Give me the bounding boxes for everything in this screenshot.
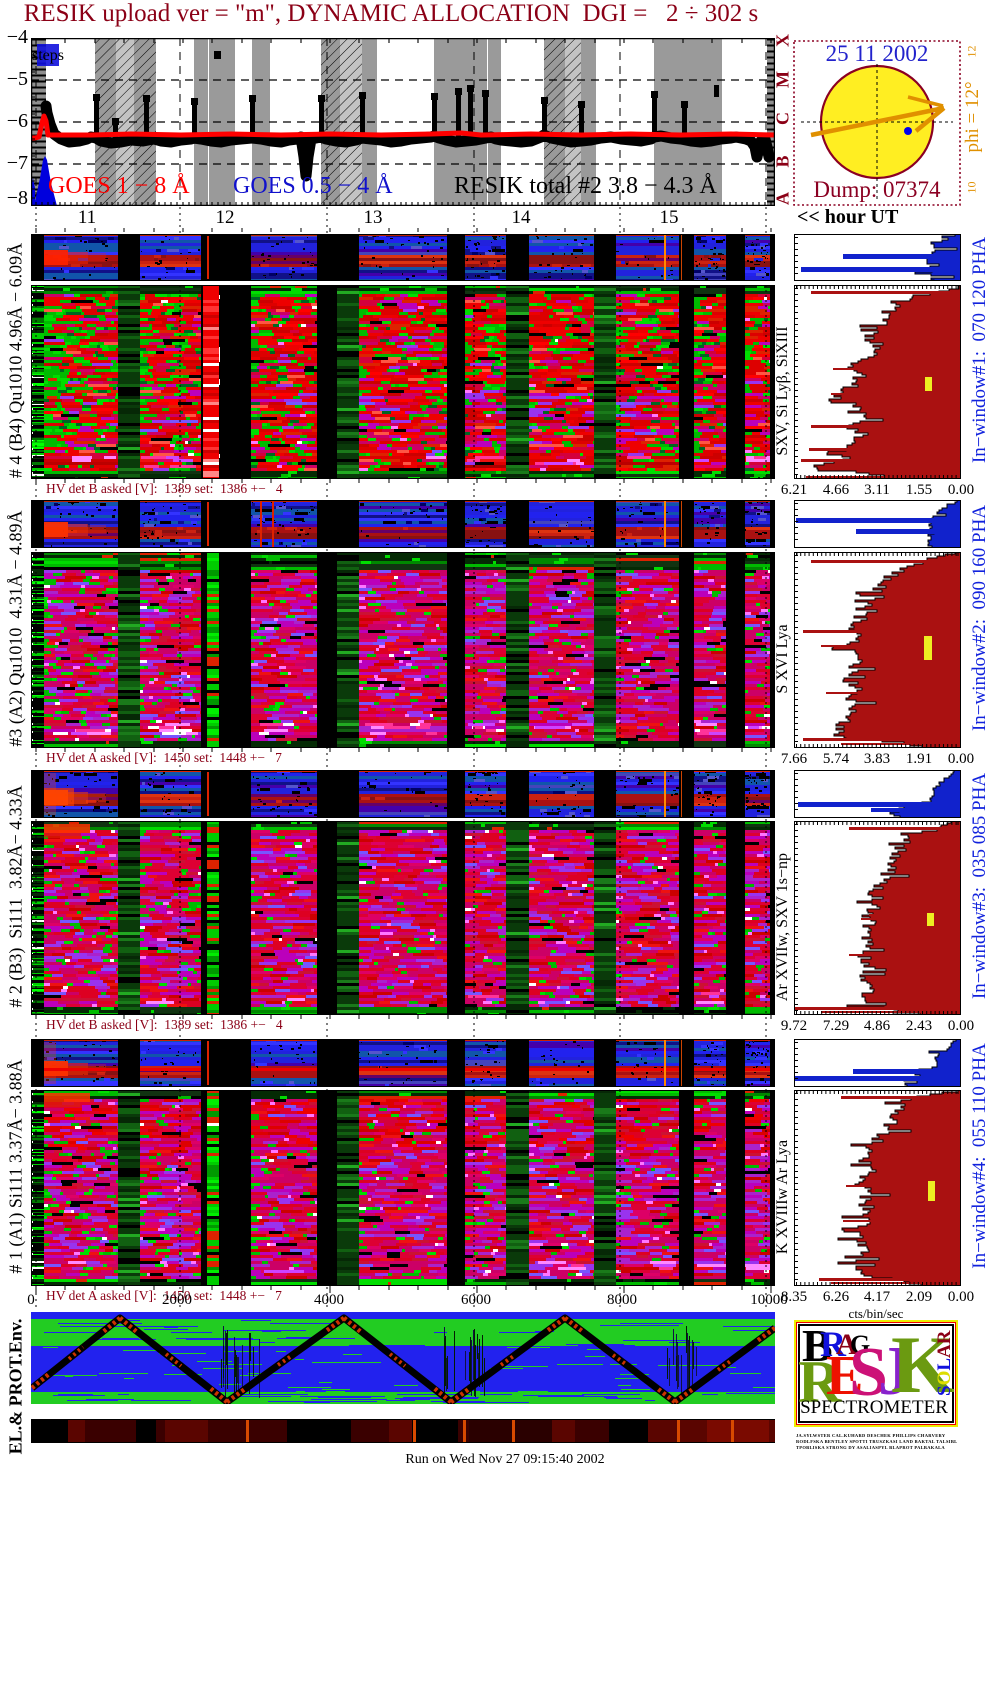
- svg-text:steps: steps: [32, 47, 64, 64]
- svg-text:GOES 0.5 − 4 Å: GOES 0.5 − 4 Å: [233, 173, 393, 199]
- svg-text:GOES 1 − 8 Å: GOES 1 − 8 Å: [48, 173, 190, 199]
- svg-text:RESIK total #2 3.8 − 4.3 Å: RESIK total #2 3.8 − 4.3 Å: [454, 173, 718, 199]
- svg-text:25 11 2002: 25 11 2002: [826, 41, 929, 66]
- svg-text:Dump: 07374: Dump: 07374: [813, 177, 941, 202]
